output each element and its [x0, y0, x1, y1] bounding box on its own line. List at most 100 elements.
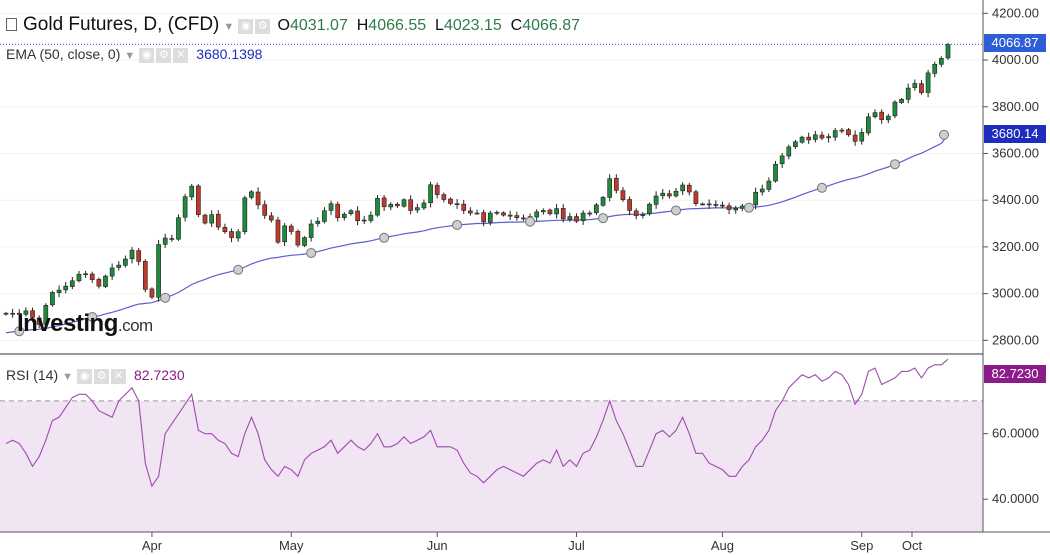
time-tick-label: Sep	[850, 538, 873, 553]
ema-marker	[379, 232, 390, 243]
ema-marker	[306, 247, 317, 258]
ema-marker	[743, 202, 754, 213]
candle-body	[793, 141, 798, 148]
candle-body	[680, 184, 685, 192]
candle-body	[235, 231, 241, 239]
price-tick-label: 3800.00	[992, 99, 1039, 114]
rsi-line	[5, 358, 949, 488]
candle-body	[229, 231, 234, 238]
eye-icon[interactable]: ◉	[238, 19, 254, 34]
candle-body	[474, 212, 480, 215]
candle-body	[136, 250, 142, 262]
logo-suffix: .com	[117, 316, 153, 335]
candle-body	[673, 191, 679, 197]
candle-body	[355, 210, 360, 222]
gear-icon[interactable]: ⚙	[156, 48, 172, 63]
close-icon[interactable]: ✕	[111, 369, 127, 384]
chevron-down-icon[interactable]: ▼	[124, 50, 136, 62]
symbol-title[interactable]: Gold Futures, D, (CFD)	[23, 14, 220, 35]
low-label: L	[435, 17, 444, 34]
candle-body	[196, 185, 201, 215]
candle-body	[700, 203, 705, 206]
candle-body	[69, 280, 75, 287]
time-tick-label: Jul	[568, 538, 585, 553]
candle-body	[607, 178, 613, 198]
gear-icon[interactable]: ⚙	[255, 19, 271, 34]
chevron-down-icon[interactable]: ▼	[223, 21, 235, 33]
candle-body	[30, 310, 35, 318]
time-tick-label: Jun	[427, 538, 448, 553]
candle-body	[514, 215, 520, 219]
candle-body	[587, 212, 593, 215]
candle-body	[454, 203, 460, 205]
ema-marker	[160, 292, 171, 303]
candle-body	[322, 210, 327, 222]
candle-body	[308, 223, 314, 238]
eye-icon[interactable]: ◉	[139, 48, 155, 63]
chevron-down-icon[interactable]: ▼	[62, 371, 74, 383]
investing-logo: Investing.com	[17, 310, 153, 338]
candle-body	[905, 87, 911, 100]
candle-body	[899, 98, 904, 103]
high-value: 4066.55	[368, 17, 427, 34]
last-price-badge: 4066.87	[984, 34, 1046, 52]
candle-body	[892, 101, 898, 117]
ema-value: 3680.1398	[196, 46, 263, 62]
candle-body	[925, 72, 931, 93]
ema-marker	[452, 219, 463, 230]
candle-body	[328, 203, 334, 211]
candle-body	[441, 194, 447, 200]
ema-marker	[233, 264, 244, 275]
candle-body	[16, 312, 22, 315]
candle-body	[315, 220, 321, 224]
candle-body	[129, 249, 135, 260]
candle-body	[627, 199, 632, 211]
candle-body	[215, 213, 221, 228]
rsi-axis-ticks: 60.0000 40.0000	[983, 426, 1039, 506]
candle-body	[302, 237, 307, 246]
candle-body	[282, 225, 287, 243]
rsi-value-badge: 82.7230	[984, 365, 1046, 383]
ema-label[interactable]: EMA (50, close, 0)	[6, 46, 121, 62]
candle-body	[395, 203, 400, 207]
price-axis-ticks: 4200.00 4000.00 3800.00 3600.00 3400.00 3200.…	[983, 5, 1039, 347]
candle-body	[720, 204, 725, 207]
ema-marker	[671, 205, 682, 216]
candle-body	[932, 63, 938, 74]
candle-body	[123, 258, 128, 266]
open-label: O	[277, 17, 290, 34]
candle-body	[375, 198, 380, 216]
candle-body	[255, 191, 261, 206]
candle-body	[653, 195, 659, 205]
candle-body	[885, 115, 891, 121]
close-icon[interactable]: ✕	[173, 48, 189, 63]
candle-body	[879, 111, 885, 120]
candle-body	[461, 203, 467, 211]
eye-icon[interactable]: ◉	[77, 369, 93, 384]
candle-body	[832, 130, 838, 138]
gear-icon[interactable]: ⚙	[94, 369, 110, 384]
candle-body	[713, 204, 719, 206]
candle-body	[56, 289, 62, 293]
candle-body	[819, 134, 825, 139]
candle-body	[10, 312, 15, 315]
candle-body	[109, 267, 115, 277]
collapse-icon[interactable]	[6, 18, 17, 31]
candle-body	[753, 191, 758, 206]
candle-body	[23, 310, 29, 315]
rsi-label[interactable]: RSI (14)	[6, 367, 59, 383]
candle-body	[640, 213, 646, 216]
candle-body	[103, 275, 108, 287]
ema-line	[5, 134, 949, 334]
candle-body	[779, 155, 785, 165]
rsi-tick-label: 40.0000	[992, 491, 1039, 506]
candle-body	[89, 273, 95, 280]
time-tick-label: Oct	[902, 538, 923, 553]
candle-body	[428, 184, 433, 204]
candle-body	[116, 264, 122, 268]
time-tick-label: May	[279, 538, 304, 553]
candle-body	[249, 191, 254, 198]
candle-body	[806, 136, 812, 141]
ema-marker	[598, 213, 609, 224]
candle-body	[63, 285, 69, 291]
